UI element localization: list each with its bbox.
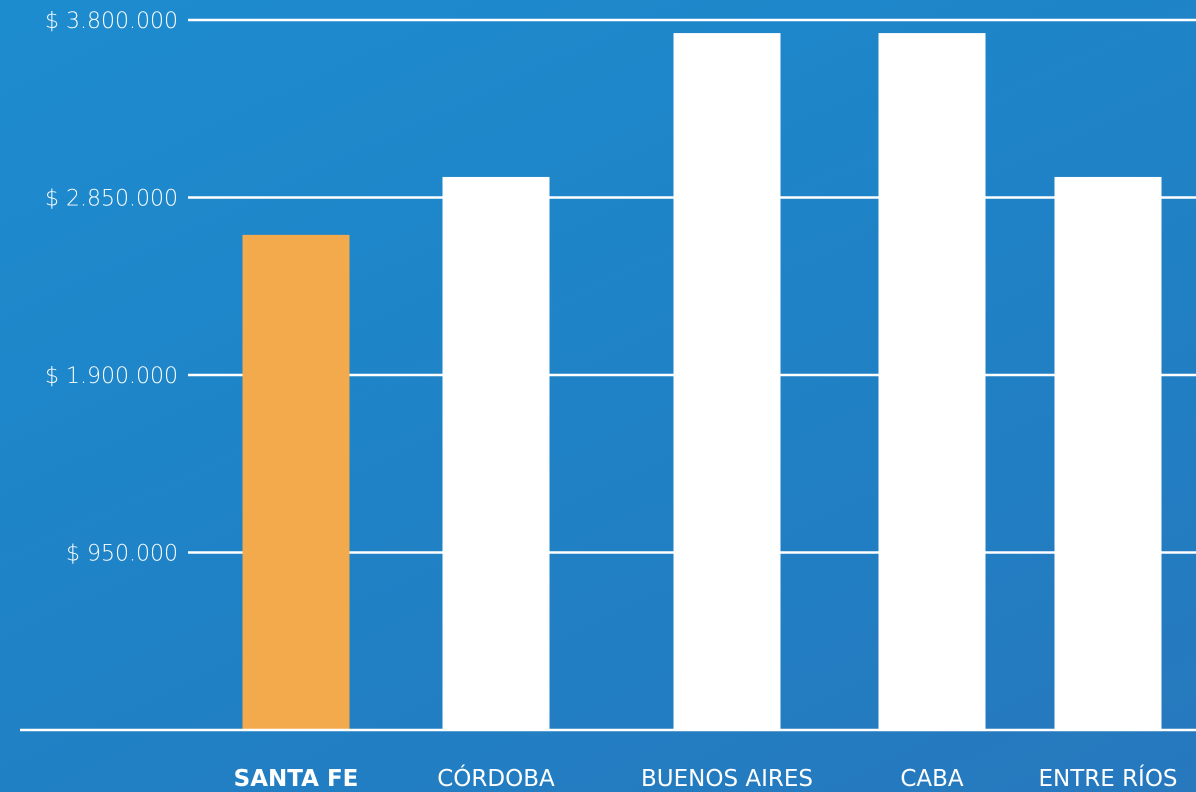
bar — [1054, 176, 1162, 730]
category-labels: SANTA FE CÓRDOBA BUENOS AIRES CABA ENTRE RÍO… — [234, 764, 1178, 792]
bar — [442, 176, 550, 730]
y-tick-labels: $ 950.000 $ 1.900.000 $ 2.850.000 $ 3.800.0… — [45, 9, 178, 567]
bar — [242, 234, 350, 731]
bars — [242, 33, 1162, 731]
y-tick-label: $ 3.800.000 — [45, 9, 178, 34]
x-tick-label: CÓRDOBA — [437, 764, 555, 792]
y-tick-label: $ 2.850.000 — [45, 187, 178, 212]
y-tick-label: $ 950.000 — [66, 542, 178, 567]
x-tick-label: BUENOS AIRES — [641, 766, 813, 792]
x-tick-label: SANTA FE — [234, 766, 359, 792]
x-tick-label: CABA — [900, 766, 964, 792]
bar — [673, 33, 781, 730]
y-tick-label: $ 1.900.000 — [45, 364, 178, 389]
bar — [878, 33, 986, 730]
x-tick-label: ENTRE RÍOS — [1038, 764, 1177, 792]
